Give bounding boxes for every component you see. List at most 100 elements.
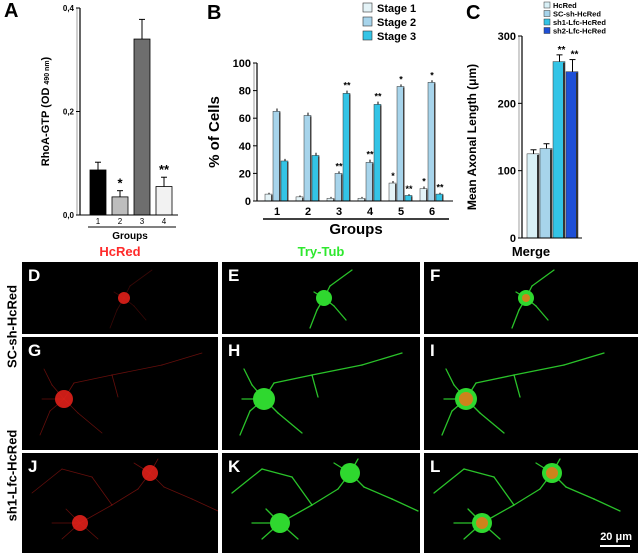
chart-b-bar-shadow <box>302 197 304 201</box>
micrograph-image <box>309 269 353 329</box>
chart-b-bar <box>280 160 289 202</box>
chart-b-legend-swatch <box>362 2 373 13</box>
chart-c-y-tick-label: 0 <box>510 233 516 245</box>
chart-a-x-tick-label: 2 <box>118 217 123 226</box>
micrograph-image <box>31 458 218 540</box>
chart-c-axonal-length: 0 100 200 300 Mean Axonal Length (μm) ** ** HcR… <box>465 1 606 245</box>
scale-bar <box>600 545 630 547</box>
micrograph-panel-e: E <box>222 262 420 334</box>
neurite <box>311 374 319 398</box>
panel-letter-l: L <box>430 457 441 476</box>
row-label-sh1-lfc-hcred: sh1-Lfc-HcRed <box>4 429 20 522</box>
chart-c-legend-label: SC-sh-HcRed <box>553 10 601 19</box>
chart-b-bar-shadow <box>364 199 366 201</box>
neurite <box>565 486 595 500</box>
chart-b-bar <box>342 93 351 202</box>
chart-b-bar-shadow <box>310 116 312 201</box>
panel-letter-e: E <box>228 266 240 285</box>
chart-c-bar-shadow <box>563 62 565 238</box>
neurite <box>463 468 495 478</box>
chart-b-bar <box>264 193 273 202</box>
chart-b-bar-shadow <box>426 189 428 201</box>
chart-a-y-tick-label: 0,2 <box>63 108 75 117</box>
soma-hcred <box>118 292 130 304</box>
neurite <box>111 488 139 506</box>
chart-b-significance: ** <box>374 92 382 102</box>
chart-b-y-tick-label: 0 <box>245 196 251 208</box>
panel-letter-c: C <box>466 2 481 24</box>
chart-b-bar <box>295 196 304 202</box>
neurite <box>73 374 113 384</box>
chart-b-bar <box>419 188 428 202</box>
chart-b-significance: ** <box>405 184 413 194</box>
neurite <box>333 305 347 321</box>
neurite <box>43 368 53 386</box>
neurite <box>39 410 51 436</box>
chart-b-x-label: Groups <box>329 221 382 238</box>
chart-b-significance: * <box>422 177 426 187</box>
neurite <box>593 498 621 512</box>
column-title-try-tub: Try-Tub <box>297 244 345 259</box>
panel-letter-h: H <box>228 341 241 360</box>
neurite <box>441 410 453 436</box>
chart-b-bar <box>404 195 413 202</box>
soma-tubulin <box>316 290 332 306</box>
panel-letter-d: D <box>28 266 41 285</box>
neurite <box>243 368 253 386</box>
chart-c-y-label: Mean Axonal Length (μm) <box>465 64 479 210</box>
neurite <box>563 352 605 366</box>
chart-b-bar-shadow <box>442 195 444 201</box>
chart-b-bar <box>427 82 436 202</box>
scale-bar-label: 20 μm <box>600 531 632 543</box>
neurite <box>513 374 521 398</box>
chart-b-bar-shadow <box>271 195 273 201</box>
chart-b-bar <box>272 111 281 202</box>
row-label-sc-sh-hcred: SC-sh-HcRed <box>4 284 20 369</box>
chart-b-bar-shadow <box>279 112 281 201</box>
neurite <box>311 364 363 376</box>
micrograph-panel-g: G <box>22 337 218 450</box>
neurite <box>361 352 403 366</box>
neurite <box>511 309 520 329</box>
neurite <box>61 468 93 478</box>
neurite <box>329 269 353 287</box>
chart-b-y-tick-label: 60 <box>239 113 251 125</box>
chart-c-legend-swatch <box>543 10 551 17</box>
panel-letter-j: J <box>28 457 38 476</box>
neurite <box>363 486 393 500</box>
chart-a-x-tick-label: 1 <box>96 217 101 226</box>
chart-b-y-label: % of Cells <box>206 96 223 168</box>
chart-a-bar <box>133 38 151 216</box>
soma-tubulin <box>340 463 360 483</box>
chart-b-bar-shadow <box>349 94 351 201</box>
chart-b-x-tick-label: 2 <box>305 206 311 218</box>
chart-a-x-tick-label: 4 <box>162 217 167 226</box>
chart-b-bar <box>365 162 374 202</box>
chart-c-legend-label: sh1-Lfc-HcRed <box>553 18 606 27</box>
soma-tubulin <box>253 388 275 410</box>
chart-a-y-tick-label: 0,4 <box>63 4 75 13</box>
neurite <box>111 364 163 376</box>
chart-c-bar-shadow <box>576 72 578 238</box>
panel-letter-a: A <box>4 0 19 22</box>
micrograph-image <box>231 458 419 540</box>
panel-letter-g: G <box>28 341 42 360</box>
chart-b-y-tick-label: 20 <box>239 168 251 180</box>
chart-b-significance: * <box>399 74 403 84</box>
chart-c-legend-swatch <box>543 27 551 34</box>
chart-b-y-tick-label: 80 <box>239 86 251 98</box>
neurite <box>309 309 318 329</box>
soma-hcred <box>459 392 473 406</box>
neurite <box>513 364 565 376</box>
panel-letter-i: I <box>430 341 435 360</box>
chart-b-bar-shadow <box>434 83 436 201</box>
soma-hcred <box>476 517 488 529</box>
chart-a-significance: ** <box>159 162 170 177</box>
chart-c-legend-swatch <box>543 18 551 26</box>
soma-hcred <box>546 467 558 479</box>
neurite <box>133 305 147 321</box>
neurite <box>239 410 251 436</box>
neurite <box>479 412 505 434</box>
neurite <box>513 488 541 506</box>
